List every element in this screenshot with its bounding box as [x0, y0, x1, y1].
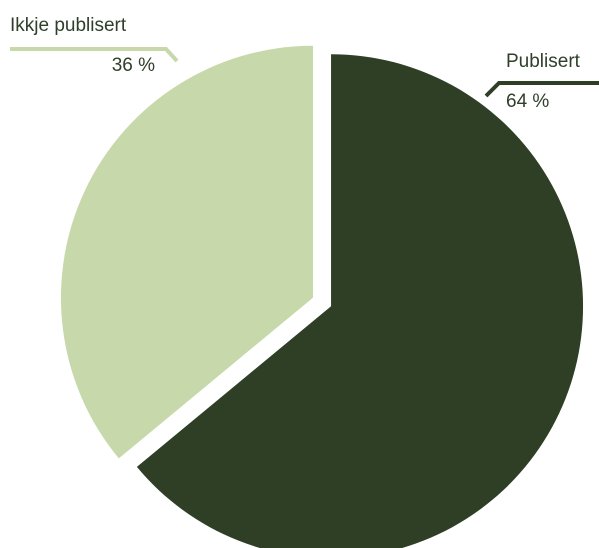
slice-label-publisert: Publisert [506, 51, 581, 72]
slice-label-ikkje-publisert: Ikkje publisert [10, 15, 127, 36]
leader-line-ikkje-publisert [10, 47, 179, 63]
pie-slice-publisert [136, 54, 584, 548]
slice-value-ikkje-publisert: 36 % [112, 55, 155, 76]
leader-line-publisert [484, 81, 599, 98]
slice-value-publisert: 64 % [506, 91, 549, 112]
pie-slice-ikkje-publisert [60, 45, 313, 459]
